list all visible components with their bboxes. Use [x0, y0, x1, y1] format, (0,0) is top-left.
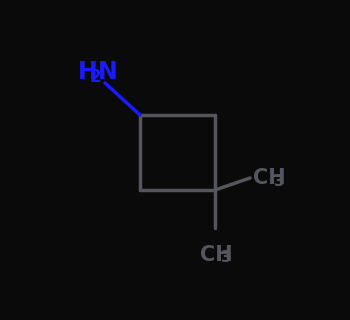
Text: CH: CH	[253, 168, 286, 188]
Text: 3: 3	[274, 174, 285, 189]
Text: CH: CH	[200, 245, 233, 265]
Text: 2: 2	[90, 68, 102, 86]
Text: 3: 3	[221, 250, 232, 265]
Text: N: N	[98, 60, 118, 84]
Text: H: H	[78, 60, 98, 84]
